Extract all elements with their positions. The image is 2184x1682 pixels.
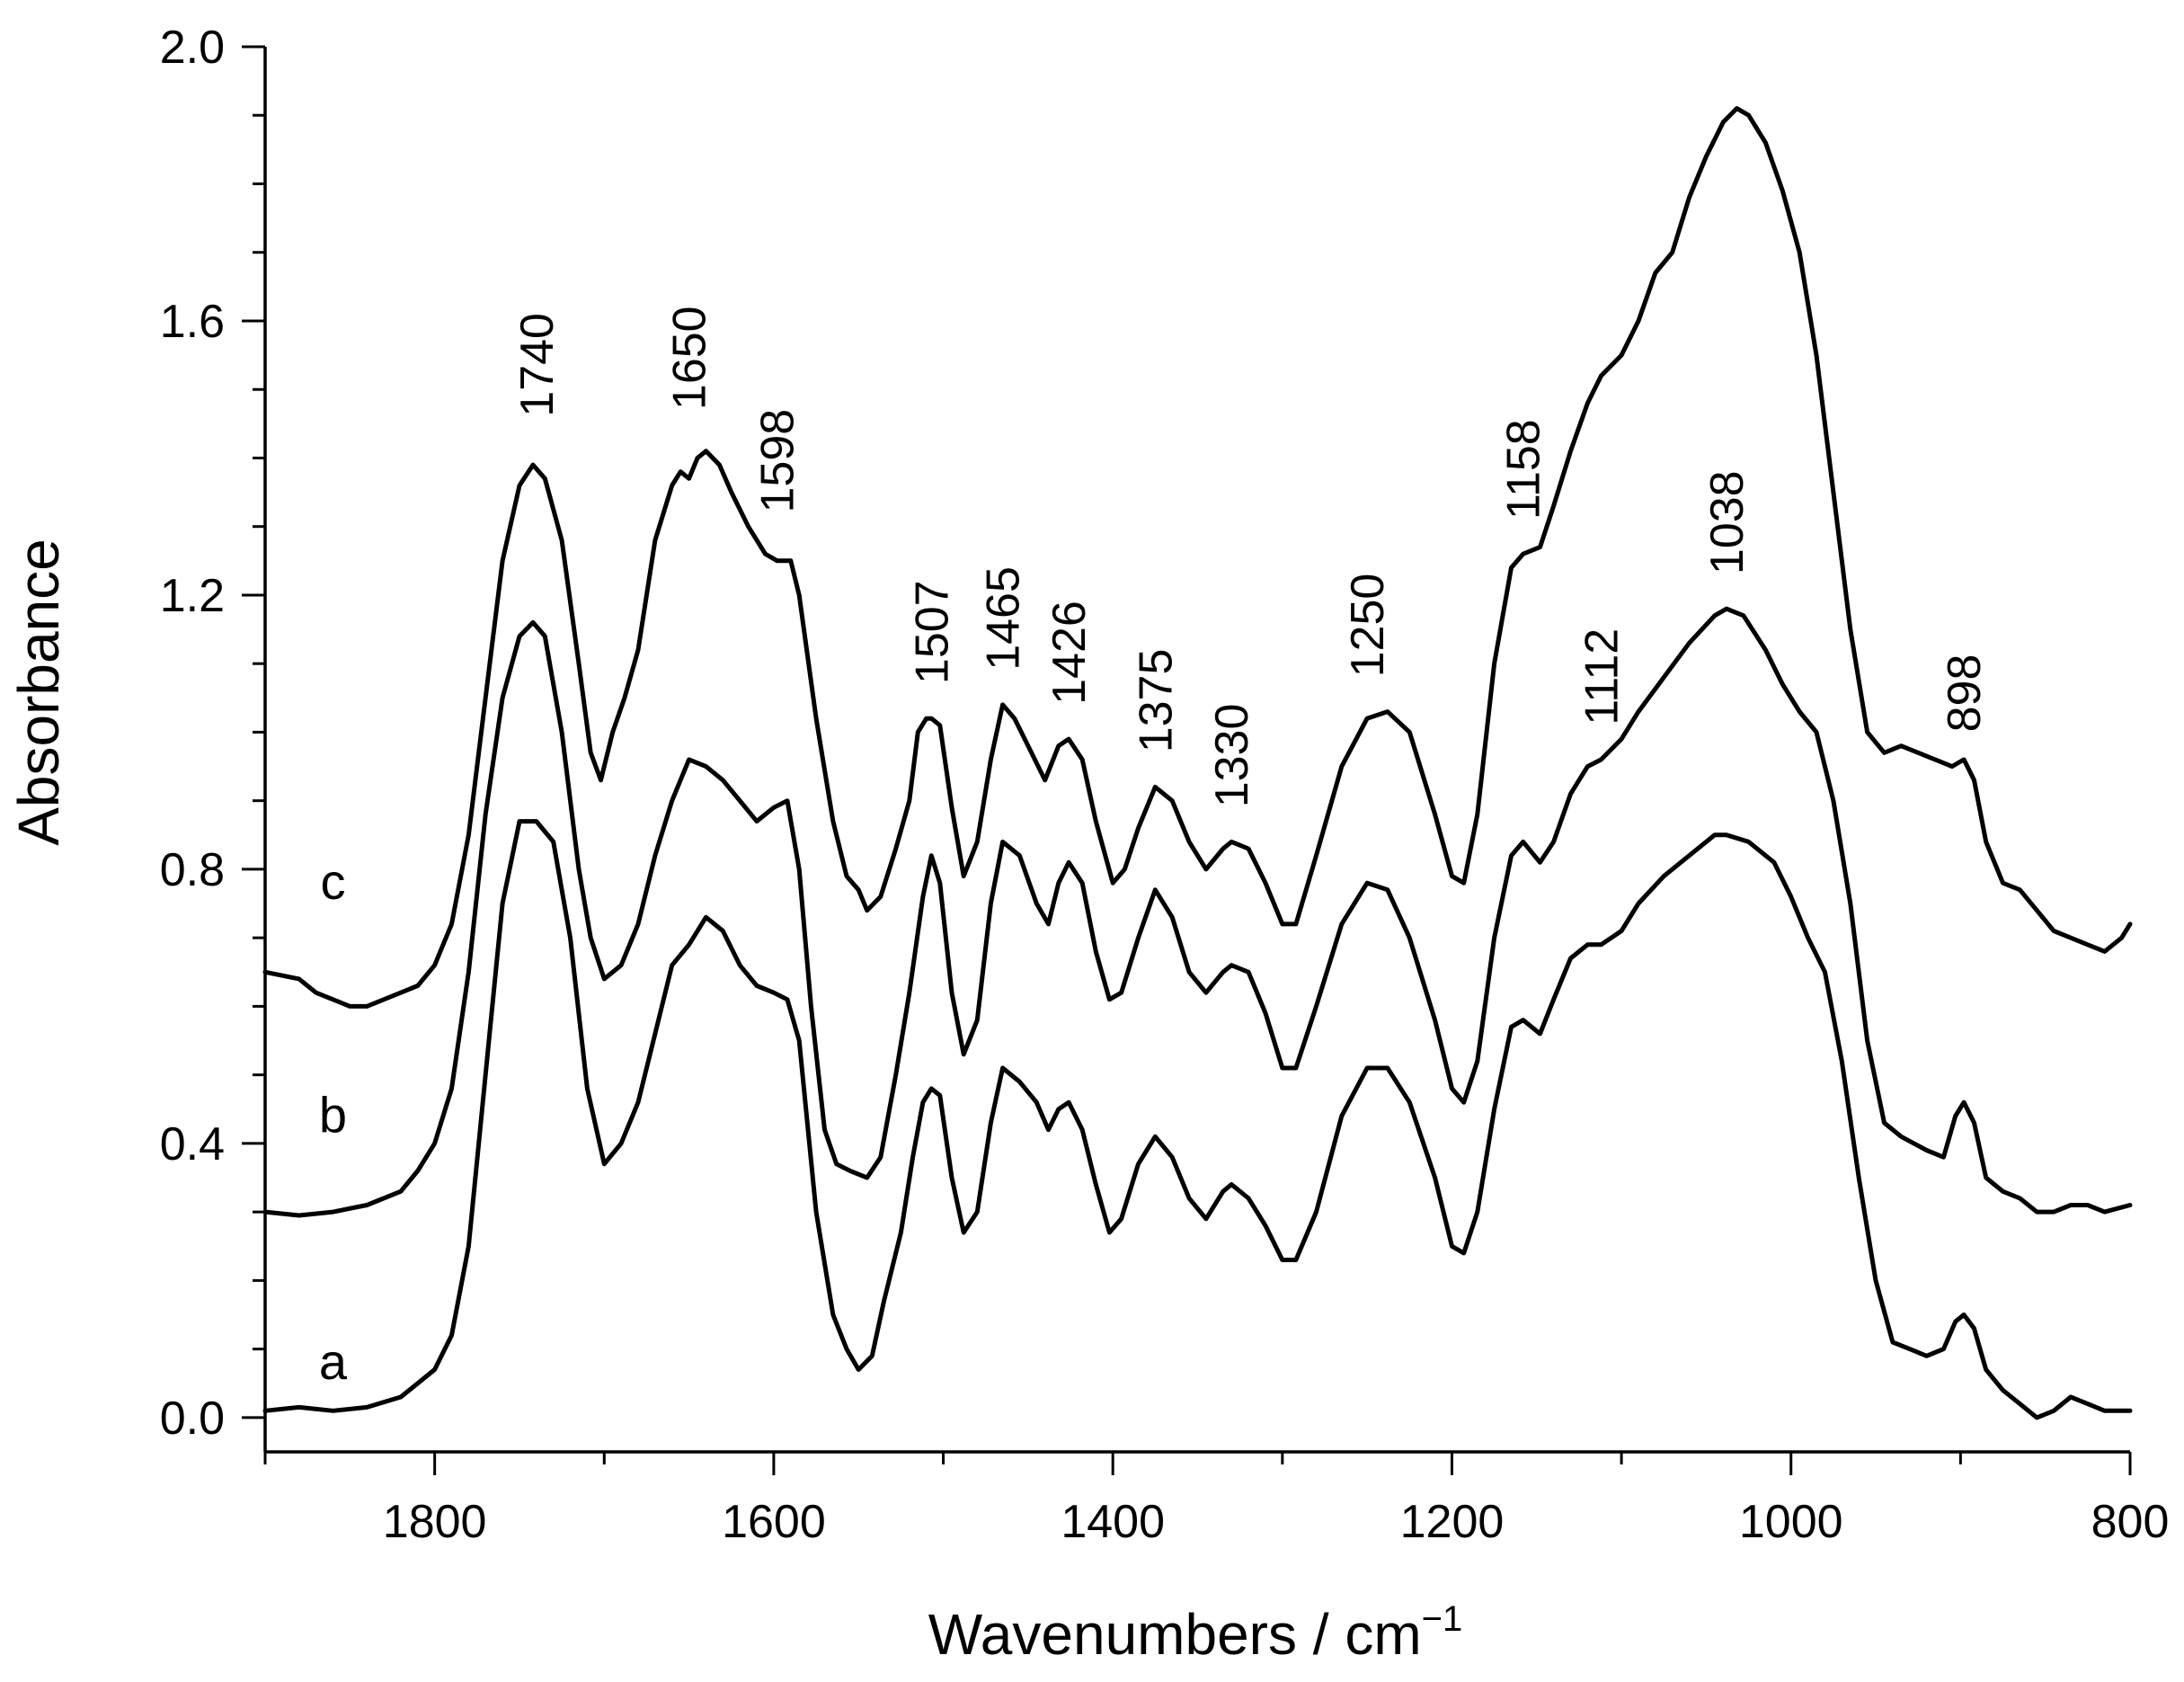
- x-tick-label: 1000: [1739, 1496, 1843, 1548]
- x-tick-label: 800: [2091, 1496, 2170, 1548]
- peak-label: 1507: [906, 580, 958, 684]
- peak-label: 1650: [664, 306, 716, 410]
- series-group: a b c: [262, 106, 2133, 1420]
- peak-label: 1740: [511, 313, 564, 417]
- y-tick-label: 1.2: [160, 570, 225, 622]
- y-tick-label: 1.6: [160, 296, 225, 348]
- peak-label: 898: [1939, 654, 1991, 733]
- ticks: 1800 1600 1400 1200 1000 800 0.0 0.4 0.8 1.2 1.6 2.…: [160, 22, 2170, 1548]
- peak-label: 1038: [1701, 470, 1753, 574]
- peak-label: 1375: [1130, 649, 1182, 753]
- x-tick-label: 1200: [1400, 1496, 1505, 1548]
- y-tick-label: 0.0: [160, 1393, 225, 1445]
- series-line-b: [262, 606, 2133, 1218]
- peak-annotations: 1740 1650 1598 1507 1465 1426 1375 1330 1250 1158…: [511, 306, 1991, 807]
- x-axis-title-main: Wavenumbers / cm: [928, 1602, 1422, 1667]
- x-tick-label: 1400: [1061, 1496, 1165, 1548]
- peak-label: 1250: [1342, 574, 1394, 678]
- series-label-c: c: [320, 853, 345, 910]
- x-axis-title-superscript: −1: [1422, 1599, 1463, 1639]
- y-tick-label: 0.8: [160, 844, 225, 896]
- peak-label: 1465: [978, 566, 1030, 671]
- peak-label: 1426: [1043, 601, 1096, 705]
- x-tick-label: 1800: [383, 1496, 487, 1548]
- series-line-c: [262, 106, 2133, 1009]
- peak-label: 1158: [1498, 419, 1550, 520]
- series-label-a: a: [319, 1333, 348, 1390]
- y-tick-label: 2.0: [160, 22, 225, 74]
- y-axis-title: Absorbance: [6, 538, 71, 846]
- series-line-a: [262, 819, 2133, 1420]
- series-label-b: b: [319, 1086, 347, 1143]
- y-tick-label: 0.4: [160, 1118, 225, 1170]
- peak-label: 1112: [1576, 628, 1629, 725]
- peak-label: 1330: [1206, 704, 1258, 808]
- peak-label: 1598: [752, 409, 804, 513]
- x-axis-title: Wavenumbers / cm−1: [928, 1599, 1462, 1667]
- axes: [263, 47, 2130, 1454]
- x-tick-label: 1600: [722, 1496, 826, 1548]
